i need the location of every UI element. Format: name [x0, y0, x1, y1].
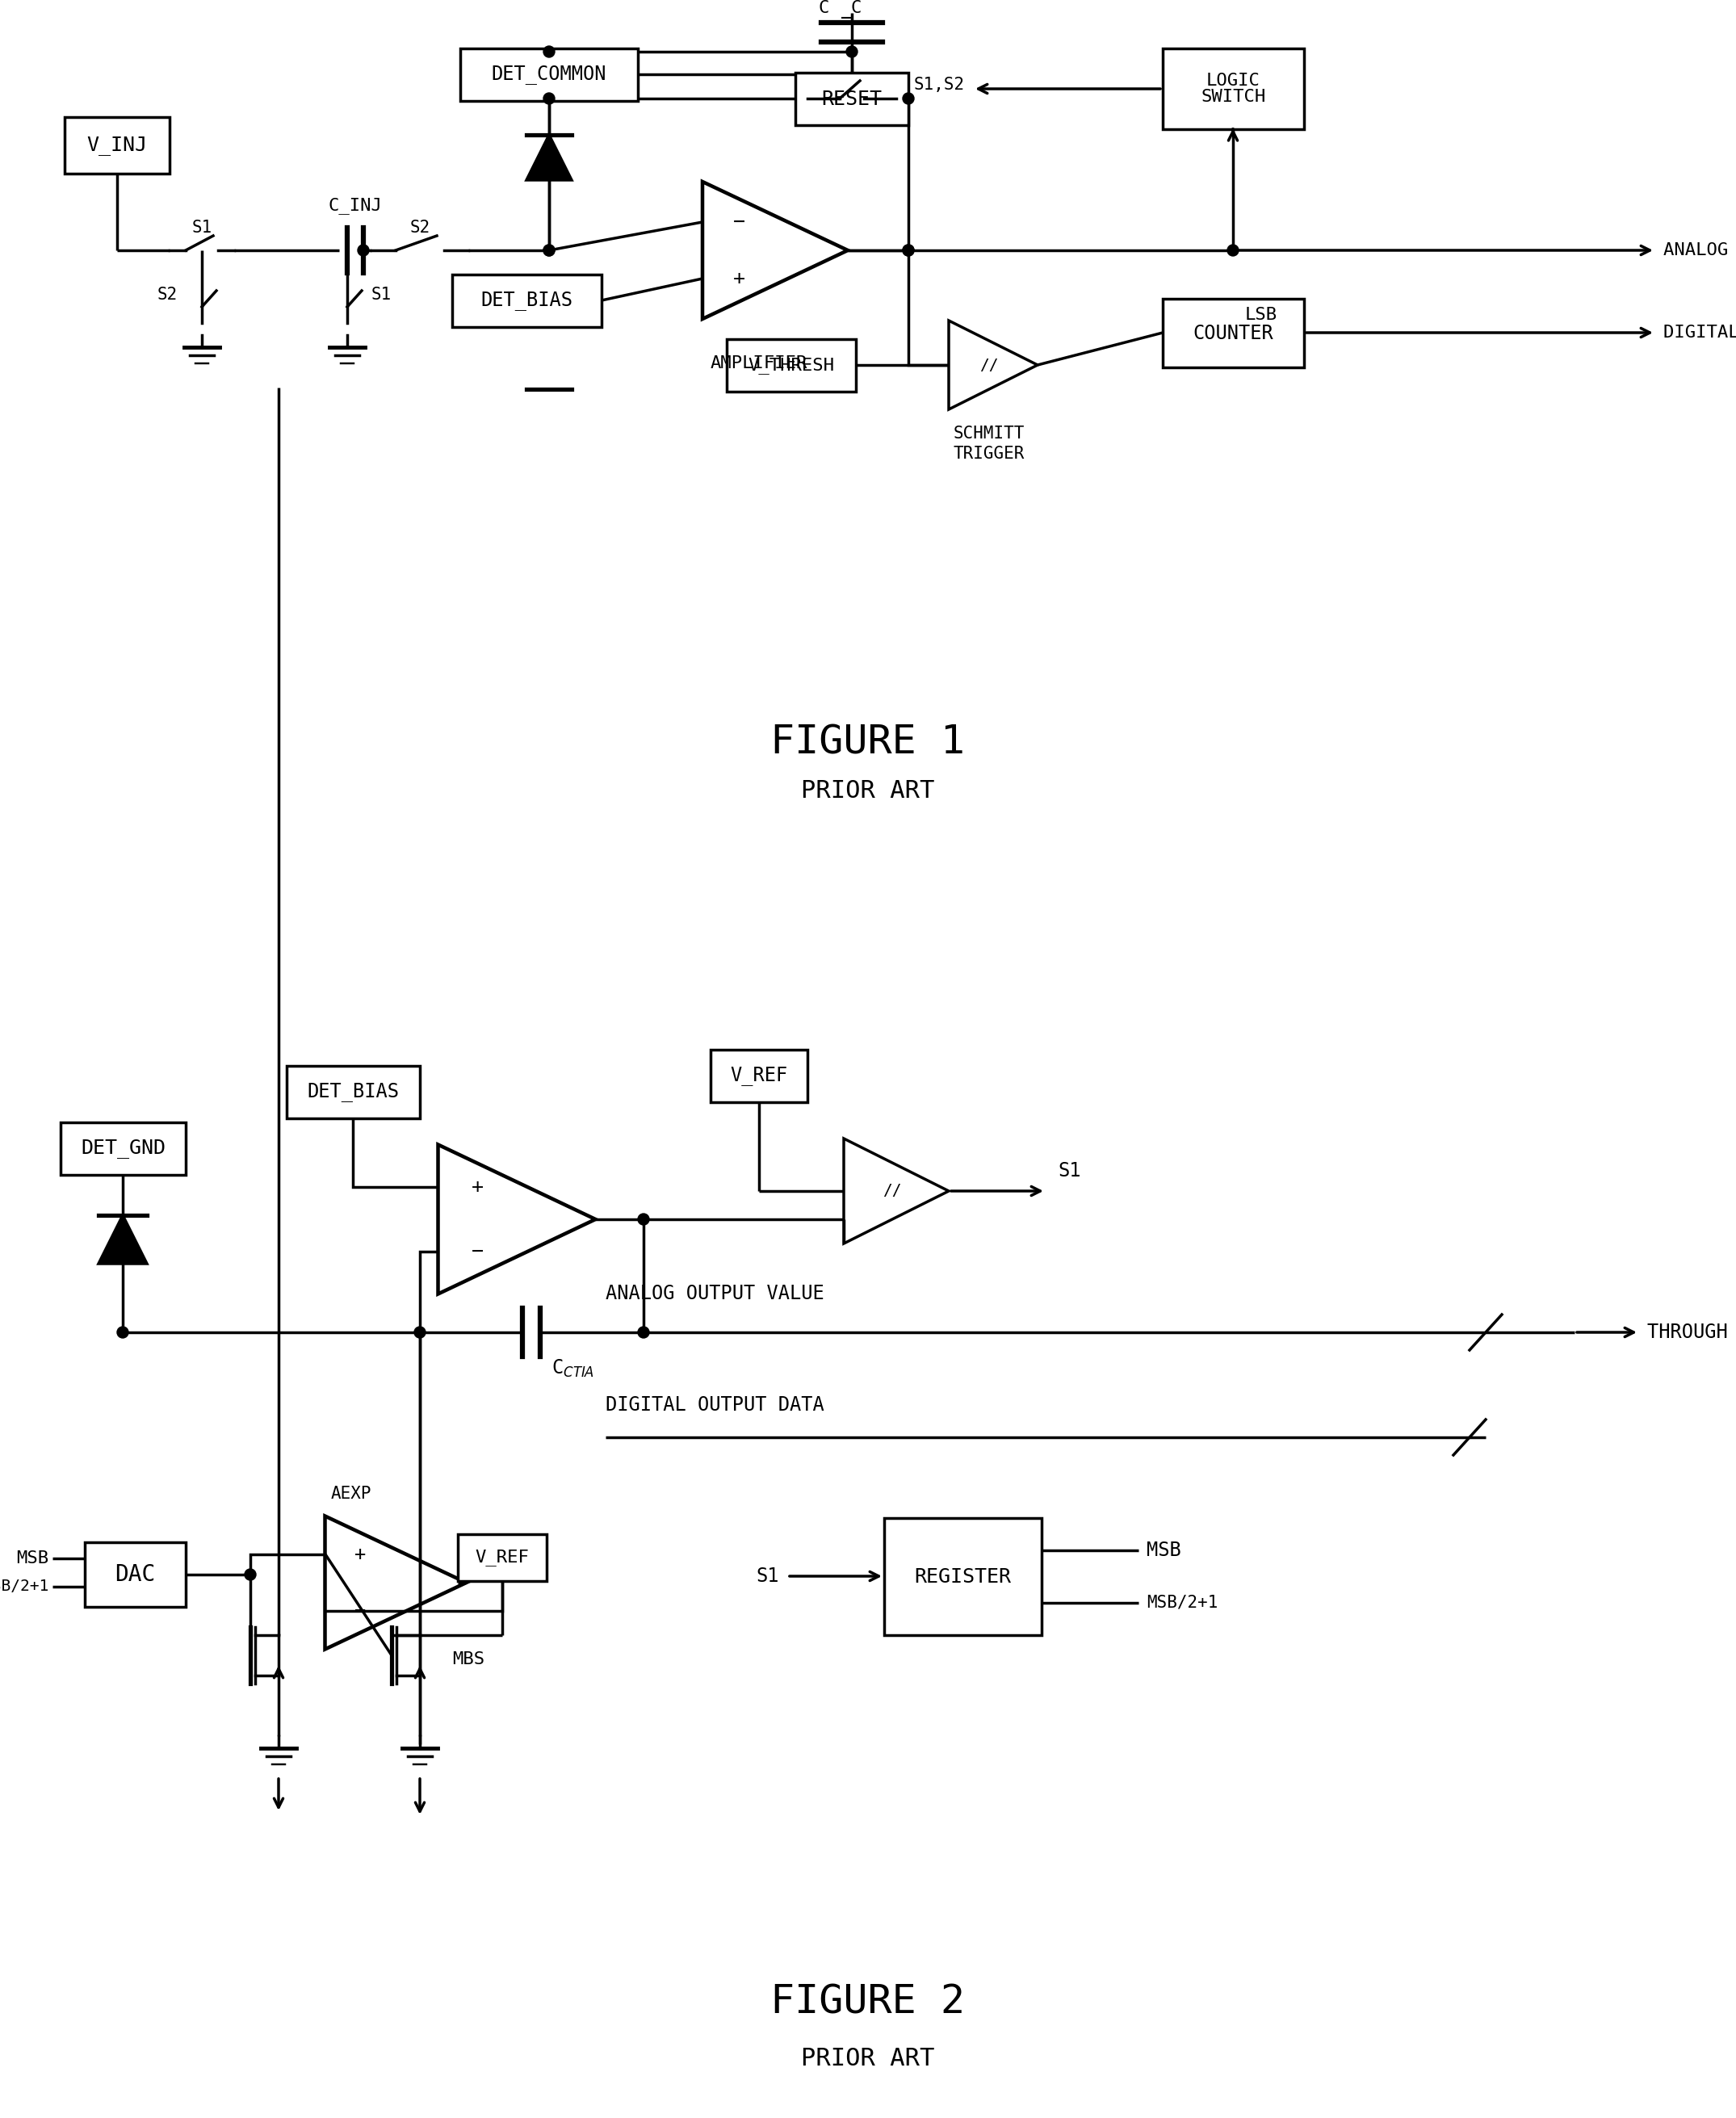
- Bar: [64, 116, 170, 174]
- Circle shape: [845, 47, 858, 57]
- Bar: [1163, 49, 1304, 129]
- Text: S2: S2: [410, 220, 431, 235]
- Text: //: //: [979, 358, 998, 373]
- Circle shape: [637, 1214, 649, 1224]
- Text: +: +: [733, 269, 745, 288]
- Circle shape: [1227, 246, 1238, 256]
- Text: C: C: [818, 0, 830, 17]
- Text: S1: S1: [191, 220, 212, 235]
- Text: V_REF: V_REF: [731, 1065, 788, 1087]
- Text: SCHMITT: SCHMITT: [953, 426, 1024, 443]
- Text: MSB: MSB: [1146, 1540, 1180, 1561]
- Text: S1: S1: [372, 286, 392, 303]
- Text: PRIOR ART: PRIOR ART: [802, 779, 934, 803]
- Text: C_INJ: C_INJ: [328, 197, 382, 214]
- Text: FIGURE 2: FIGURE 2: [771, 1982, 965, 2023]
- Polygon shape: [526, 136, 571, 180]
- Circle shape: [415, 1326, 425, 1339]
- Text: LOGIC: LOGIC: [1207, 72, 1260, 89]
- Text: AMPLIFIER: AMPLIFIER: [710, 356, 807, 371]
- Bar: [286, 1065, 420, 1118]
- Bar: [61, 1123, 186, 1175]
- Text: −: −: [354, 1601, 366, 1620]
- Text: PRIOR ART: PRIOR ART: [802, 2048, 934, 2071]
- Circle shape: [903, 246, 915, 256]
- Text: THROUGH VIA: THROUGH VIA: [1647, 1322, 1736, 1343]
- Circle shape: [116, 1326, 128, 1339]
- Text: MSB/2+1: MSB/2+1: [0, 1580, 49, 1595]
- Bar: [727, 339, 856, 392]
- Bar: [460, 49, 637, 102]
- Text: ANALOG OUT: ANALOG OUT: [1663, 241, 1736, 258]
- Text: +: +: [472, 1178, 483, 1197]
- Text: DET_GND: DET_GND: [82, 1139, 165, 1159]
- Text: RESET: RESET: [821, 89, 882, 108]
- Text: +: +: [354, 1544, 366, 1563]
- Bar: [795, 72, 908, 125]
- Text: SWITCH: SWITCH: [1201, 89, 1266, 106]
- Bar: [710, 1051, 807, 1101]
- Text: MSB: MSB: [16, 1550, 49, 1567]
- Circle shape: [903, 93, 915, 104]
- Text: AEXP: AEXP: [332, 1485, 372, 1502]
- Text: C$_{CTIA}$: C$_{CTIA}$: [552, 1358, 594, 1379]
- Text: S2: S2: [158, 286, 177, 303]
- Text: FIGURE 1: FIGURE 1: [771, 724, 965, 762]
- Text: C: C: [851, 0, 861, 17]
- Bar: [451, 275, 602, 326]
- Text: S1,S2: S1,S2: [913, 76, 965, 93]
- Text: V_REF: V_REF: [476, 1548, 529, 1565]
- Text: DIGITAL OUT: DIGITAL OUT: [1663, 324, 1736, 341]
- Text: V_THRESH: V_THRESH: [748, 358, 835, 375]
- Circle shape: [903, 246, 915, 256]
- Bar: [85, 1542, 186, 1608]
- Text: DET_BIAS: DET_BIAS: [307, 1082, 399, 1101]
- Bar: [884, 1519, 1042, 1635]
- Bar: [458, 1533, 547, 1580]
- Circle shape: [543, 246, 556, 256]
- Text: DET_BIAS: DET_BIAS: [481, 290, 573, 311]
- Polygon shape: [99, 1216, 148, 1264]
- Text: DAC: DAC: [115, 1563, 156, 1586]
- Text: LSB: LSB: [1245, 307, 1278, 322]
- Text: DIGITAL OUTPUT DATA: DIGITAL OUTPUT DATA: [606, 1396, 825, 1415]
- Bar: [1163, 299, 1304, 366]
- Text: MSB/2+1: MSB/2+1: [1146, 1595, 1219, 1612]
- Text: COUNTER: COUNTER: [1193, 324, 1274, 343]
- Circle shape: [543, 246, 556, 256]
- Text: DET_COMMON: DET_COMMON: [491, 66, 606, 85]
- Text: REGISTER: REGISTER: [915, 1567, 1012, 1586]
- Circle shape: [245, 1569, 255, 1580]
- Circle shape: [358, 246, 370, 256]
- Text: TRIGGER: TRIGGER: [953, 445, 1024, 462]
- Text: MBS: MBS: [451, 1652, 484, 1667]
- Text: −: −: [733, 212, 745, 231]
- Circle shape: [637, 1326, 649, 1339]
- Text: ANALOG OUTPUT VALUE: ANALOG OUTPUT VALUE: [606, 1284, 825, 1303]
- Text: S1: S1: [757, 1567, 779, 1586]
- Text: V_INJ: V_INJ: [87, 136, 148, 155]
- Circle shape: [543, 93, 556, 104]
- Circle shape: [543, 47, 556, 57]
- Text: −: −: [472, 1241, 483, 1262]
- Text: //: //: [882, 1184, 901, 1199]
- Text: S1: S1: [1057, 1161, 1082, 1180]
